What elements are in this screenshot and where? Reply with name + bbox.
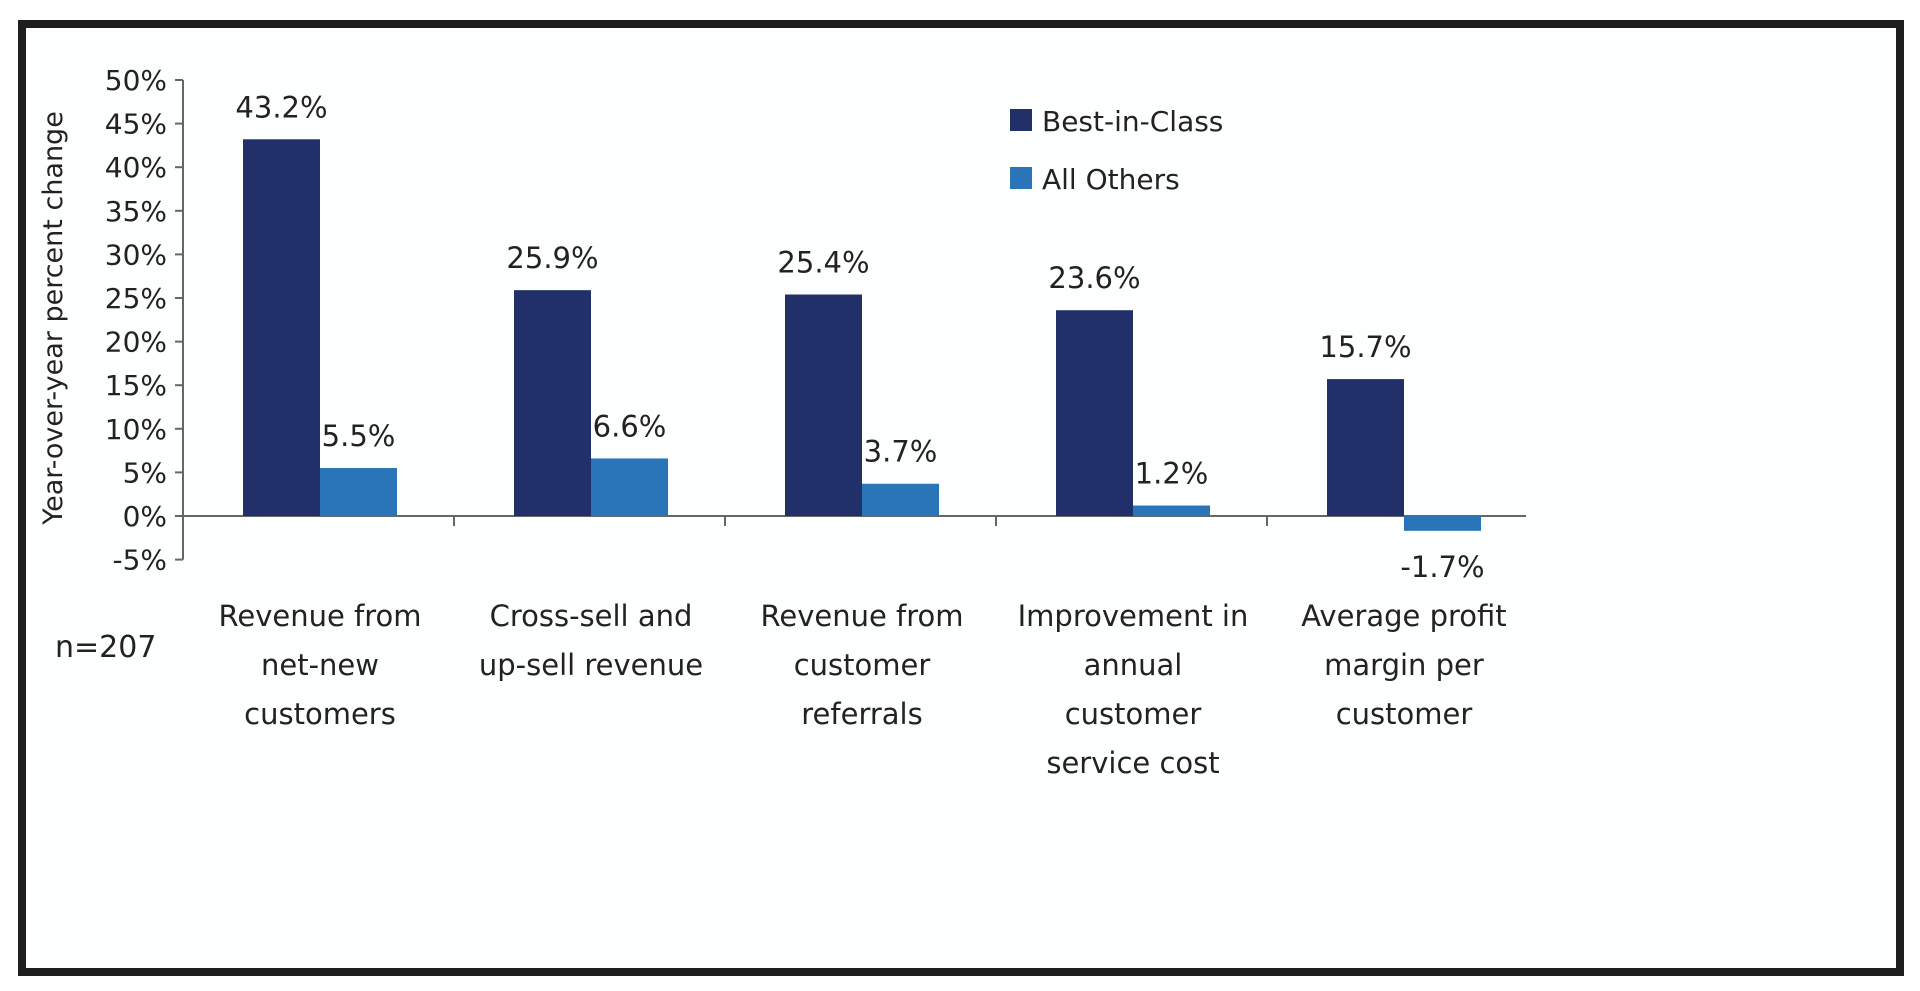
category-label: Cross-sell and xyxy=(490,599,693,633)
category-label: Revenue from xyxy=(761,599,964,633)
data-label: -1.7% xyxy=(1400,550,1484,584)
data-label: 15.7% xyxy=(1319,330,1411,364)
y-tick-label: 25% xyxy=(105,282,167,315)
data-label: 43.2% xyxy=(235,90,327,124)
y-tick-label: 40% xyxy=(105,151,167,184)
y-tick-label: 30% xyxy=(105,238,167,271)
category-label: customers xyxy=(244,697,396,731)
category-label: service cost xyxy=(1046,746,1219,780)
legend-label: Best-in-Class xyxy=(1042,105,1223,138)
y-tick-label: 45% xyxy=(105,108,167,141)
data-label: 25.9% xyxy=(506,241,598,275)
category-label: Average profit xyxy=(1301,599,1506,633)
data-label: 5.5% xyxy=(322,419,396,453)
legend-swatch xyxy=(1010,109,1032,131)
bar-best-in-class xyxy=(514,290,591,516)
data-label: 25.4% xyxy=(777,246,869,280)
y-tick-label: 35% xyxy=(105,195,167,228)
bar-best-in-class xyxy=(243,139,320,516)
bar-all-others xyxy=(862,483,939,516)
y-tick-label: 0% xyxy=(123,500,167,533)
category-label: margin per xyxy=(1324,648,1484,682)
category-label: annual xyxy=(1084,648,1183,682)
legend-swatch xyxy=(1010,167,1032,189)
category-label: Revenue from xyxy=(219,599,422,633)
y-tick-label: 15% xyxy=(105,369,167,402)
data-label: 1.2% xyxy=(1135,457,1209,491)
bar-best-in-class xyxy=(785,294,862,516)
data-label: 6.6% xyxy=(593,409,667,443)
bar-all-others xyxy=(1133,505,1210,516)
bar-all-others xyxy=(320,468,397,516)
category-label: up-sell revenue xyxy=(479,648,703,682)
legend-label: All Others xyxy=(1042,163,1180,196)
category-label: net-new xyxy=(261,648,379,682)
category-label: customer xyxy=(1065,697,1202,731)
y-tick-label: -5% xyxy=(112,544,167,577)
bar-all-others xyxy=(591,458,668,516)
category-label: referrals xyxy=(801,697,922,731)
sample-size-note: n=207 xyxy=(55,630,156,665)
y-tick-label: 10% xyxy=(105,413,167,446)
bar-best-in-class xyxy=(1056,310,1133,516)
category-label: customer xyxy=(794,648,931,682)
data-label: 3.7% xyxy=(864,435,938,469)
category-label: customer xyxy=(1336,697,1473,731)
bar-best-in-class xyxy=(1327,379,1404,516)
y-axis-label: Year-over-year percent change xyxy=(38,111,69,526)
category-label: Improvement in xyxy=(1018,599,1249,633)
y-tick-label: 20% xyxy=(105,326,167,359)
bar-all-others xyxy=(1404,516,1481,531)
data-label: 23.6% xyxy=(1048,261,1140,295)
y-tick-label: 50% xyxy=(105,64,167,97)
y-tick-label: 5% xyxy=(123,456,167,489)
